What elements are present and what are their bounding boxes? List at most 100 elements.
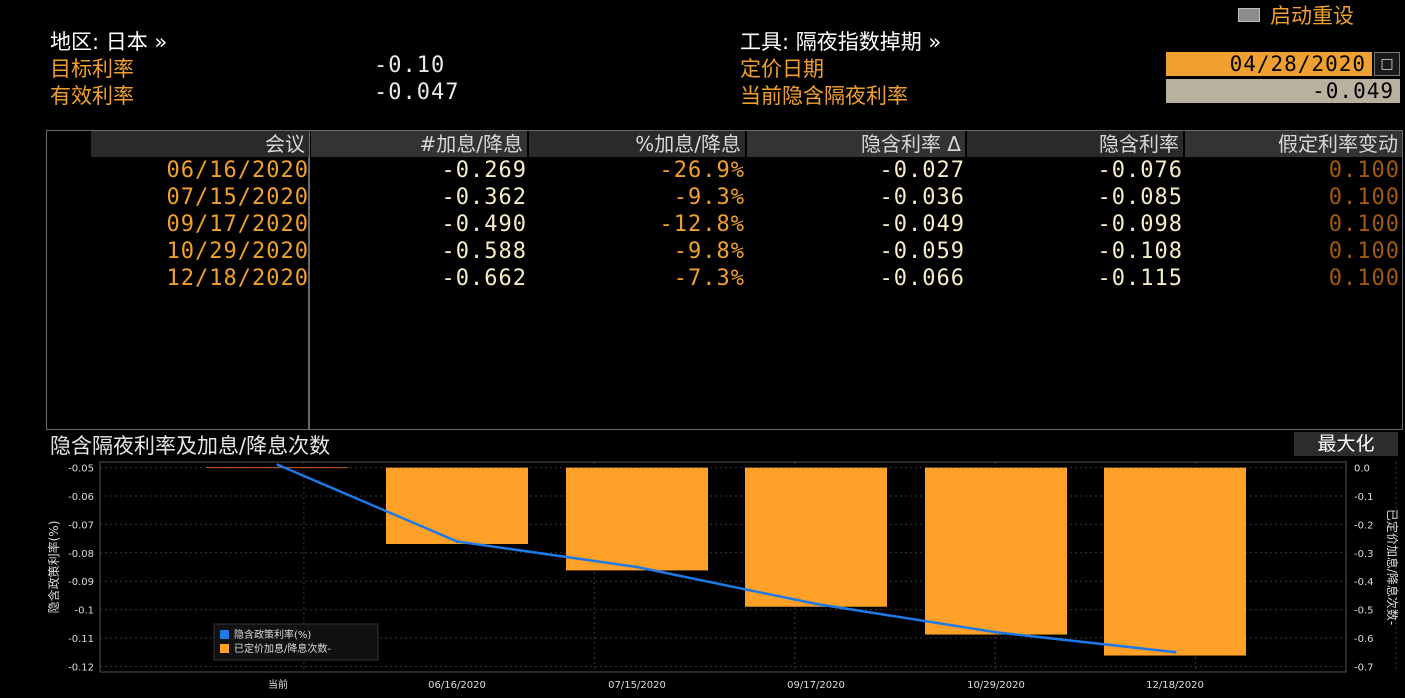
legend-swatch-bar: [220, 644, 229, 653]
reset-checkbox-icon: [1238, 8, 1260, 22]
x-tick-label: 06/16/2020: [428, 680, 486, 691]
col-header-assumed[interactable]: 假定利率变动: [1185, 131, 1402, 157]
table-cell-date: 09/17/2020: [166, 212, 309, 237]
table-cell-hikes: -0.662: [441, 266, 527, 291]
y-tick-left: -0.11: [68, 634, 94, 645]
table-row[interactable]: 07/15/2020 -0.362 -9.3% -0.036 -0.085 0.100: [47, 184, 1402, 211]
bar-06/16/2020: [386, 467, 528, 545]
maximize-button[interactable]: 最大化: [1294, 432, 1398, 456]
table-cell-pct: -12.8%: [659, 212, 745, 237]
table-header: 会议 #加息/降息 %加息/降息 隐含利率 Δ 隐含利率 假定利率变动: [47, 131, 1402, 157]
current-implied-label: 当前隐含隔夜利率: [740, 84, 908, 108]
bar-12/18/2020: [1104, 467, 1246, 656]
table-cell-hikes: -0.362: [441, 185, 527, 210]
y-tick-right: -0.6: [1354, 634, 1374, 645]
y-tick-right: -0.5: [1354, 606, 1374, 617]
table-row[interactable]: 06/16/2020 -0.269 -26.9% -0.027 -0.076 0.100: [47, 157, 1402, 184]
bar-07/15/2020: [566, 467, 708, 571]
col-header-rate[interactable]: 隐含利率: [967, 131, 1183, 157]
bar-09/17/2020: [745, 467, 887, 607]
target-rate-label: 目标利率: [50, 57, 134, 81]
calendar-icon[interactable]: □: [1374, 52, 1400, 76]
table-cell-rate: -0.108: [1097, 239, 1183, 264]
tool-selector[interactable]: 工具: 隔夜指数掉期 »: [740, 30, 942, 54]
table-cell-pct: -9.3%: [673, 185, 745, 210]
x-tick-label: 当前: [268, 678, 288, 691]
legend-swatch-line: [220, 630, 229, 639]
table-cell-pct: -26.9%: [659, 158, 745, 183]
implied-rate-line: [277, 463, 1176, 654]
y-tick-right: 0.0: [1354, 464, 1370, 475]
y-tick-right: -0.3: [1354, 549, 1374, 560]
table-cell-assumed: 0.100: [1328, 212, 1400, 237]
table-cell-assumed: 0.100: [1328, 185, 1400, 210]
table-cell-pct: -7.3%: [673, 266, 745, 291]
y-tick-left: -0.08: [68, 549, 94, 560]
y-axis-label-left: 隐含政策利率(%): [46, 521, 61, 614]
table-cell-rate: -0.098: [1097, 212, 1183, 237]
x-tick-label: 07/15/2020: [608, 680, 666, 691]
effective-rate-label: 有效利率: [50, 84, 134, 108]
chart-title: 隐含隔夜利率及加息/降息次数: [50, 434, 331, 458]
table-cell-date: 10/29/2020: [166, 239, 309, 264]
table-cell-delta: -0.066: [879, 266, 965, 291]
table-cell-delta: -0.036: [879, 185, 965, 210]
y-tick-left: -0.05: [68, 464, 94, 475]
y-axis-label-right: 已定价加息/降息次数-: [1385, 509, 1400, 625]
table-row[interactable]: 09/17/2020 -0.490 -12.8% -0.049 -0.098 0.100: [47, 211, 1402, 238]
table-cell-date: 06/16/2020: [166, 158, 309, 183]
effective-rate-value: -0.047: [374, 80, 460, 105]
y-tick-left: -0.09: [68, 577, 94, 588]
current-implied-value: -0.049: [1166, 79, 1400, 103]
reset-button[interactable]: 启动重设: [1238, 2, 1354, 28]
y-tick-right: -0.1: [1354, 492, 1374, 503]
reset-label: 启动重设: [1270, 4, 1354, 28]
pricing-date-label: 定价日期: [740, 57, 824, 81]
table-cell-rate: -0.085: [1097, 185, 1183, 210]
col-header-delta[interactable]: 隐含利率 Δ: [747, 131, 965, 157]
line-point: [994, 630, 998, 634]
table-cell-hikes: -0.269: [441, 158, 527, 183]
table-cell-assumed: 0.100: [1328, 266, 1400, 291]
table-column-divider: [308, 130, 310, 430]
x-tick-label: 10/29/2020: [967, 680, 1025, 691]
line-point: [635, 565, 639, 569]
col-header-pct[interactable]: %加息/降息: [529, 131, 745, 157]
y-tick-left: -0.1: [74, 606, 94, 617]
bar-10/29/2020: [925, 467, 1067, 635]
y-tick-right: -0.7: [1354, 662, 1374, 673]
table-cell-delta: -0.027: [879, 158, 965, 183]
y-tick-right: -0.2: [1354, 520, 1374, 531]
x-tick-label: 12/18/2020: [1146, 680, 1204, 691]
meetings-table: [46, 130, 1403, 430]
x-tick-label: 09/17/2020: [787, 680, 845, 691]
y-tick-left: -0.12: [68, 662, 94, 673]
pricing-date-field[interactable]: 04/28/2020: [1166, 52, 1372, 76]
table-cell-hikes: -0.588: [441, 239, 527, 264]
table-cell-rate: -0.076: [1097, 158, 1183, 183]
table-cell-pct: -9.8%: [673, 239, 745, 264]
line-point: [1173, 650, 1177, 654]
col-header-hikes[interactable]: #加息/降息: [311, 131, 527, 157]
line-point: [455, 539, 459, 543]
table-cell-rate: -0.115: [1097, 266, 1183, 291]
y-tick-left: -0.06: [68, 492, 94, 503]
target-rate-value: -0.10: [374, 53, 446, 78]
chart: -0.05 -0.06 -0.07 -0.08 -0.09 -0.1 -0.11 -0.12 0…: [46, 456, 1405, 698]
chart-svg: -0.05 -0.06 -0.07 -0.08 -0.09 -0.1 -0.11 -0.12 0…: [46, 461, 1400, 691]
table-cell-date: 07/15/2020: [166, 185, 309, 210]
table-cell-assumed: 0.100: [1328, 239, 1400, 264]
table-cell-date: 12/18/2020: [166, 266, 309, 291]
col-header-meeting[interactable]: 会议: [91, 131, 309, 157]
table-row[interactable]: 12/18/2020 -0.662 -7.3% -0.066 -0.115 0.100: [47, 265, 1402, 292]
y-tick-right: -0.4: [1354, 577, 1374, 588]
table-cell-hikes: -0.490: [441, 212, 527, 237]
table-cell-delta: -0.049: [879, 212, 965, 237]
line-point: [814, 602, 818, 606]
table-row[interactable]: 10/29/2020 -0.588 -9.8% -0.059 -0.108 0.100: [47, 238, 1402, 265]
legend-box: [213, 623, 379, 661]
y-tick-left: -0.07: [68, 520, 94, 531]
legend-label-bar: 已定价加息/降息次数-: [234, 642, 331, 655]
region-selector[interactable]: 地区: 日本 »: [50, 30, 168, 54]
table-cell-delta: -0.059: [879, 239, 965, 264]
